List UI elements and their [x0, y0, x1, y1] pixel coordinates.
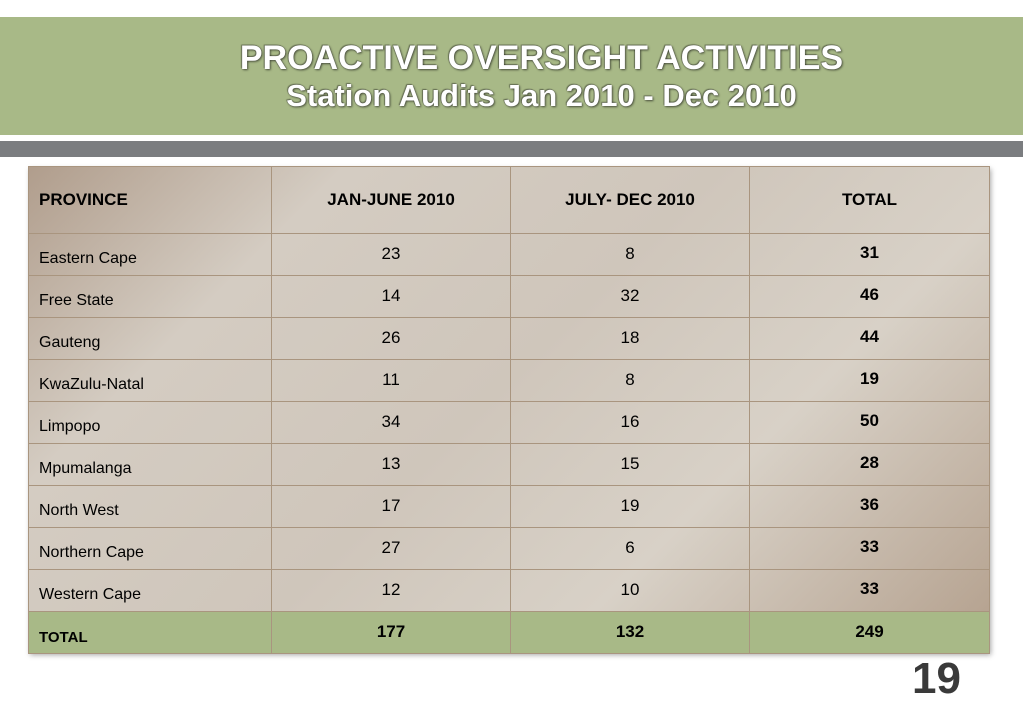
column-header-jan-june: JAN-JUNE 2010: [271, 166, 511, 234]
total-cell: 33: [749, 527, 990, 570]
total-cell: 36: [749, 485, 990, 528]
jan-june-cell: 26: [271, 317, 511, 360]
july-dec-cell: 10: [510, 569, 750, 612]
jan-june-cell: 11: [271, 359, 511, 402]
jan-june-cell: 23: [271, 233, 511, 276]
total-cell: 44: [749, 317, 990, 360]
table-header-row: PROVINCE JAN-JUNE 2010 JULY- DEC 2010 TO…: [28, 166, 990, 234]
july-dec-cell: 15: [510, 443, 750, 486]
slide-title: PROACTIVE OVERSIGHT ACTIVITIES: [239, 38, 844, 77]
total-cell: 28: [749, 443, 990, 486]
july-dec-cell: 18: [510, 317, 750, 360]
province-cell: Limpopo: [28, 401, 272, 444]
column-header-province: PROVINCE: [28, 166, 272, 234]
jan-june-cell: 13: [271, 443, 511, 486]
total-cell: 50: [749, 401, 990, 444]
total-jan-june-cell: 177: [271, 611, 511, 654]
title-band: PROACTIVE OVERSIGHT ACTIVITIES Station A…: [0, 17, 1023, 135]
column-header-july-dec: JULY- DEC 2010: [510, 166, 750, 234]
july-dec-cell: 32: [510, 275, 750, 318]
jan-june-cell: 34: [271, 401, 511, 444]
table-row: Eastern Cape 23 8 31: [28, 233, 990, 276]
total-row: TOTAL 177 132 249: [28, 611, 990, 654]
table-row: KwaZulu-Natal 11 8 19: [28, 359, 990, 402]
jan-june-cell: 17: [271, 485, 511, 528]
province-cell: Gauteng: [28, 317, 272, 360]
page-number: 19: [912, 654, 961, 703]
table-row: North West 17 19 36: [28, 485, 990, 528]
total-cell: 19: [749, 359, 990, 402]
total-july-dec-cell: 132: [510, 611, 750, 654]
table-row: Western Cape 12 10 33: [28, 569, 990, 612]
table-row: Mpumalanga 13 15 28: [28, 443, 990, 486]
table-row: Free State 14 32 46: [28, 275, 990, 318]
province-cell: Western Cape: [28, 569, 272, 612]
total-cell: 33: [749, 569, 990, 612]
province-cell: North West: [28, 485, 272, 528]
total-cell: 31: [749, 233, 990, 276]
divider-bar: [0, 141, 1023, 157]
province-cell: Mpumalanga: [28, 443, 272, 486]
total-row-label: TOTAL: [28, 611, 272, 654]
grand-total-cell: 249: [749, 611, 990, 654]
province-cell: KwaZulu-Natal: [28, 359, 272, 402]
province-cell: Northern Cape: [28, 527, 272, 570]
audits-table: PROVINCE JAN-JUNE 2010 JULY- DEC 2010 TO…: [28, 166, 990, 654]
jan-june-cell: 14: [271, 275, 511, 318]
audits-table-container: PROVINCE JAN-JUNE 2010 JULY- DEC 2010 TO…: [28, 166, 990, 654]
jan-june-cell: 27: [271, 527, 511, 570]
column-header-total: TOTAL: [749, 166, 990, 234]
jan-june-cell: 12: [271, 569, 511, 612]
july-dec-cell: 8: [510, 233, 750, 276]
total-cell: 46: [749, 275, 990, 318]
slide-subtitle: Station Audits Jan 2010 - Dec 2010: [286, 77, 797, 113]
table-row: Limpopo 34 16 50: [28, 401, 990, 444]
july-dec-cell: 16: [510, 401, 750, 444]
table-row: Northern Cape 27 6 33: [28, 527, 990, 570]
july-dec-cell: 19: [510, 485, 750, 528]
july-dec-cell: 8: [510, 359, 750, 402]
province-cell: Free State: [28, 275, 272, 318]
july-dec-cell: 6: [510, 527, 750, 570]
province-cell: Eastern Cape: [28, 233, 272, 276]
table-row: Gauteng 26 18 44: [28, 317, 990, 360]
